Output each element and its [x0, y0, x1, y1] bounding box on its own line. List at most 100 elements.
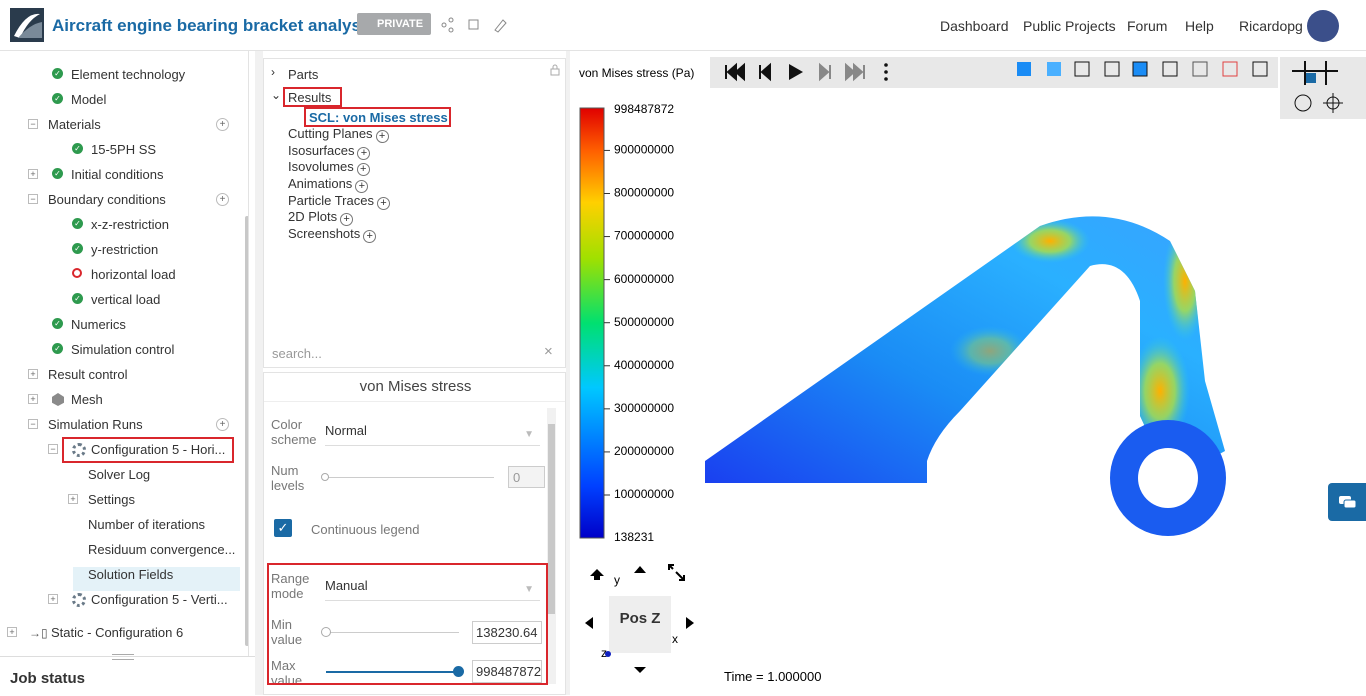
expander[interactable]: −: [48, 444, 58, 454]
search-input[interactable]: search...: [272, 346, 322, 361]
status-icon: ✓: [52, 318, 63, 329]
range-mode-select[interactable]: Manual ▼: [325, 578, 540, 601]
tree-item[interactable]: Configuration 5 - Verti...: [91, 592, 228, 607]
tree-item[interactable]: Mesh: [71, 392, 103, 407]
expander[interactable]: −: [28, 119, 38, 129]
dropdown-arrow: ▼: [524, 429, 534, 440]
view-cube[interactable]: Pos Z y x z: [585, 564, 694, 673]
tree-item[interactable]: SCL: von Mises stress: [309, 110, 448, 125]
slider-thumb[interactable]: [321, 473, 329, 481]
viewer[interactable]: von Mises stress (Pa) 998487872 138231 P…: [570, 51, 1366, 695]
nav-link[interactable]: Dashboard: [940, 18, 1009, 34]
expander[interactable]: +: [28, 369, 38, 379]
tree-item[interactable]: Residuum convergence...: [88, 542, 236, 557]
checkbox[interactable]: ✓: [274, 519, 292, 537]
num-levels-input[interactable]: 0: [508, 466, 545, 488]
tree-item[interactable]: Screenshots +: [288, 226, 377, 243]
logo[interactable]: [10, 8, 44, 42]
expander[interactable]: +: [48, 594, 58, 604]
tree-item[interactable]: Simulation control: [71, 342, 175, 357]
tree-item[interactable]: Solver Log: [88, 467, 151, 482]
tree-item[interactable]: vertical load: [91, 292, 161, 307]
status-icon: ✓: [52, 168, 63, 179]
legend-tick-label: 700000000: [614, 229, 674, 243]
add-button[interactable]: +: [376, 197, 390, 210]
tree-item[interactable]: Settings: [88, 492, 135, 507]
tree-item[interactable]: y-restriction: [91, 242, 159, 257]
add-button[interactable]: +: [216, 418, 229, 431]
chat-icon: [1339, 496, 1357, 509]
expander[interactable]: −: [28, 419, 38, 429]
tree-item[interactable]: Particle Traces +: [288, 193, 390, 210]
tree-item[interactable]: Model: [71, 92, 107, 107]
expander[interactable]: ⌄: [271, 88, 282, 102]
tree-item[interactable]: Numerics: [71, 317, 126, 332]
expander[interactable]: +: [28, 394, 38, 404]
scroll-thumb[interactable]: [548, 424, 555, 614]
expander[interactable]: −: [28, 194, 38, 204]
checkbox-label: Continuous legend: [311, 522, 420, 537]
highlight-box: [304, 107, 451, 127]
tree-item[interactable]: Initial conditions: [71, 167, 164, 182]
nav-link[interactable]: Help: [1185, 18, 1214, 34]
axis-label: y: [614, 573, 620, 587]
tree-item[interactable]: Number of iterations: [88, 517, 206, 532]
status-icon: →▯: [29, 626, 48, 640]
tree-item[interactable]: Simulation Runs: [48, 417, 143, 432]
add-button[interactable]: +: [340, 213, 354, 226]
tree-item[interactable]: Static - Configuration 6: [51, 625, 184, 640]
tree-item[interactable]: 15-5PH SS: [91, 142, 157, 157]
chat-button[interactable]: [1328, 483, 1366, 521]
simulation-tree: Element technology ✓ Model ✓ Materials − +15-5…: [0, 51, 249, 656]
tree-item[interactable]: Solution Fields: [88, 567, 174, 582]
expander[interactable]: ›: [271, 65, 275, 79]
toolbar[interactable]: [710, 57, 1366, 119]
header-icons[interactable]: [440, 17, 510, 33]
tree-item[interactable]: Animations +: [288, 176, 369, 193]
tree-item[interactable]: Boundary conditions: [48, 192, 166, 207]
tree-item[interactable]: 2D Plots +: [288, 209, 354, 226]
slider-track: [326, 671, 459, 673]
tree-item[interactable]: Materials: [48, 117, 101, 132]
add-button[interactable]: +: [216, 193, 229, 206]
slider-thumb[interactable]: [321, 627, 331, 637]
lock-icon: [550, 64, 560, 76]
expander[interactable]: +: [28, 169, 38, 179]
splitter: [255, 51, 263, 695]
legend-tick-label: 800000000: [614, 186, 674, 200]
color-bar: [579, 107, 605, 539]
avatar[interactable]: [1307, 10, 1339, 42]
nav-link[interactable]: Forum: [1127, 18, 1168, 34]
user-name[interactable]: Ricardopg: [1239, 18, 1303, 34]
add-button[interactable]: +: [356, 163, 370, 176]
tree-item[interactable]: Isovolumes +: [288, 159, 370, 176]
axis-label: x: [672, 632, 678, 646]
min-value-input[interactable]: 138230.64: [472, 621, 542, 644]
expander[interactable]: +: [7, 627, 17, 637]
color-scheme-select[interactable]: Normal ▼: [325, 423, 540, 446]
legend-tick-label: 200000000: [614, 444, 674, 458]
tree-item[interactable]: Configuration 5 - Hori...: [91, 442, 226, 457]
add-button[interactable]: +: [375, 130, 389, 143]
legend-min: 138231: [614, 530, 654, 544]
add-button[interactable]: +: [363, 230, 377, 243]
properties-title: von Mises stress: [264, 378, 565, 402]
expander[interactable]: +: [68, 494, 78, 504]
tree-item[interactable]: Cutting Planes +: [288, 126, 389, 143]
nav-link[interactable]: Public Projects: [1023, 18, 1116, 34]
tree-item[interactable]: Result control: [48, 367, 128, 382]
add-button[interactable]: +: [357, 147, 371, 160]
tree-item[interactable]: Isosurfaces +: [288, 143, 371, 160]
resize-handle[interactable]: [112, 654, 134, 660]
job-status-title[interactable]: Job status: [10, 670, 86, 687]
tree-item[interactable]: Element technology: [71, 67, 186, 82]
max-value-input[interactable]: 998487872: [472, 660, 542, 683]
tree-item[interactable]: x-z-restriction: [91, 217, 170, 232]
tree-item[interactable]: horizontal load: [91, 267, 176, 282]
tree-item[interactable]: Parts: [288, 67, 319, 82]
add-button[interactable]: +: [216, 118, 229, 131]
tree-item[interactable]: Results: [288, 90, 332, 105]
add-button[interactable]: +: [355, 180, 369, 193]
slider-thumb[interactable]: [453, 666, 464, 677]
clear-search[interactable]: ×: [544, 343, 553, 360]
